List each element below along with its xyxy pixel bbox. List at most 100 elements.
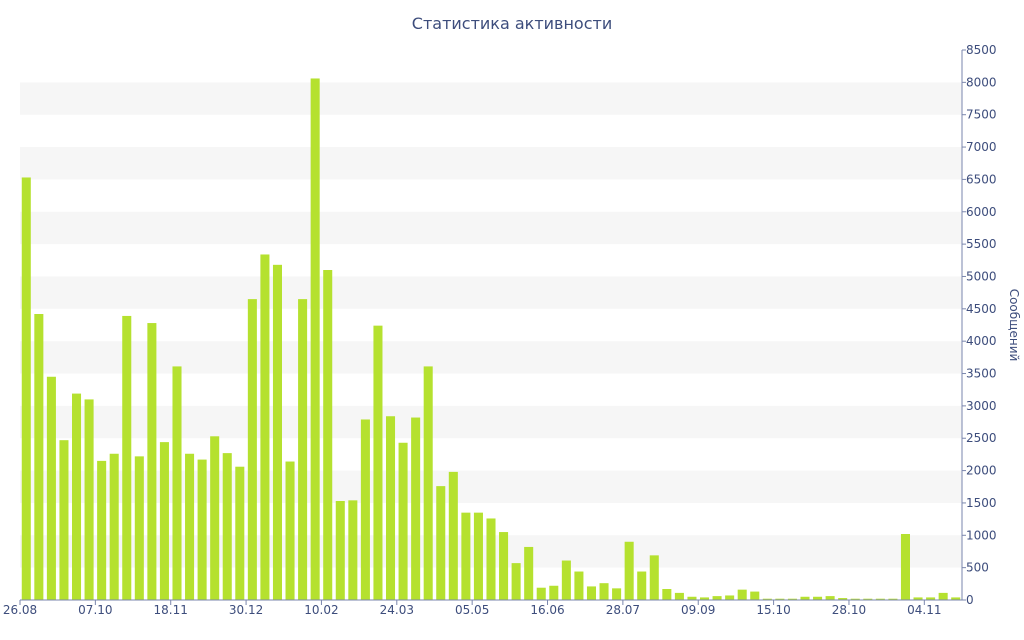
bar [612, 588, 622, 600]
x-tick-label: 09.09 [681, 603, 715, 617]
x-tick-label: 28.10 [832, 603, 866, 617]
bar [737, 589, 747, 600]
y-tick-label: 6500 [966, 172, 997, 186]
bar [21, 177, 31, 600]
bar [34, 314, 44, 600]
bar [561, 560, 571, 600]
bar [850, 598, 860, 600]
y-tick-label: 5500 [966, 237, 997, 251]
y-tick-label: 1500 [966, 496, 997, 510]
bar [549, 585, 559, 600]
x-tick-label: 07.10 [78, 603, 112, 617]
x-tick-label: 16.06 [530, 603, 564, 617]
y-tick-label: 8000 [966, 75, 997, 89]
bar [649, 555, 659, 600]
bar [511, 563, 521, 600]
bar [247, 299, 257, 600]
x-tick-label: 10.02 [304, 603, 338, 617]
bar [725, 595, 735, 600]
x-tick-label: 15.10 [756, 603, 790, 617]
bar [825, 596, 835, 600]
bar [888, 598, 898, 600]
bar [348, 500, 358, 600]
bar [197, 459, 207, 600]
grid-band [20, 276, 962, 309]
bar [172, 366, 182, 600]
y-tick-label: 4500 [966, 302, 997, 316]
bar [159, 442, 169, 600]
y-tick-label: 4000 [966, 334, 997, 348]
bar [700, 597, 710, 600]
chart-title: Статистика активности [411, 14, 613, 33]
bar [762, 598, 772, 600]
y-tick-label: 3500 [966, 367, 997, 381]
y-tick-label: 500 [966, 561, 989, 575]
bar [536, 587, 546, 600]
y-tick-label: 0 [966, 593, 974, 607]
bar [499, 532, 509, 600]
y-tick-label: 3000 [966, 399, 997, 413]
bar [800, 596, 810, 600]
bar [624, 541, 634, 600]
y-axis-title: Сообщений [1007, 289, 1021, 362]
bar [84, 399, 94, 600]
bar [926, 597, 936, 600]
bar [750, 591, 760, 600]
bar [310, 78, 320, 601]
bar [235, 466, 245, 600]
bar [323, 270, 333, 600]
y-tick-label: 2500 [966, 431, 997, 445]
bar [461, 512, 471, 600]
bar [687, 596, 697, 600]
bar [674, 592, 684, 600]
bar [712, 596, 722, 600]
bar [813, 596, 823, 600]
bar [586, 586, 596, 600]
bar [210, 436, 220, 600]
bar [386, 416, 396, 600]
bar [398, 442, 408, 600]
bar [260, 254, 270, 600]
bar [599, 583, 609, 600]
bar [662, 589, 672, 600]
bar [335, 501, 345, 600]
bar [222, 453, 232, 600]
y-tick-label: 2000 [966, 464, 997, 478]
bar [298, 299, 308, 600]
bar [373, 325, 383, 600]
bar [524, 546, 534, 600]
bar [97, 460, 107, 600]
bar [72, 393, 82, 600]
bar [637, 571, 647, 600]
bar [147, 323, 157, 600]
bar [448, 471, 458, 600]
bar [134, 456, 144, 600]
x-tick-label: 18.11 [154, 603, 188, 617]
bar [285, 461, 295, 600]
x-tick-label: 05.05 [455, 603, 489, 617]
bar [574, 571, 584, 600]
bar [473, 512, 483, 600]
bar [59, 440, 69, 600]
bar [951, 597, 961, 600]
x-tick-label: 04.11 [907, 603, 941, 617]
bar [360, 419, 370, 600]
x-tick-label: 30.12 [229, 603, 263, 617]
bar [875, 598, 885, 600]
grid-band [20, 211, 962, 245]
y-tick-label: 1000 [966, 528, 997, 542]
bar [109, 453, 119, 600]
y-tick-label: 5000 [966, 269, 997, 283]
grid-band [20, 405, 962, 439]
bar [900, 534, 910, 600]
bar [787, 598, 797, 600]
x-tick-label: 26.08 [3, 603, 37, 617]
grid-band [20, 82, 962, 115]
bar [46, 376, 56, 600]
bar [863, 598, 873, 600]
y-axis: 0 500 1000 1500 2000 2500 3000 3500 4000 4500 5000… [961, 43, 1021, 607]
x-tick-label: 24.03 [380, 603, 414, 617]
x-axis: 26.08 07.10 18.11 30.12 10.02 24.03 05.05 16.06… [3, 599, 962, 617]
grid-band [20, 341, 962, 374]
